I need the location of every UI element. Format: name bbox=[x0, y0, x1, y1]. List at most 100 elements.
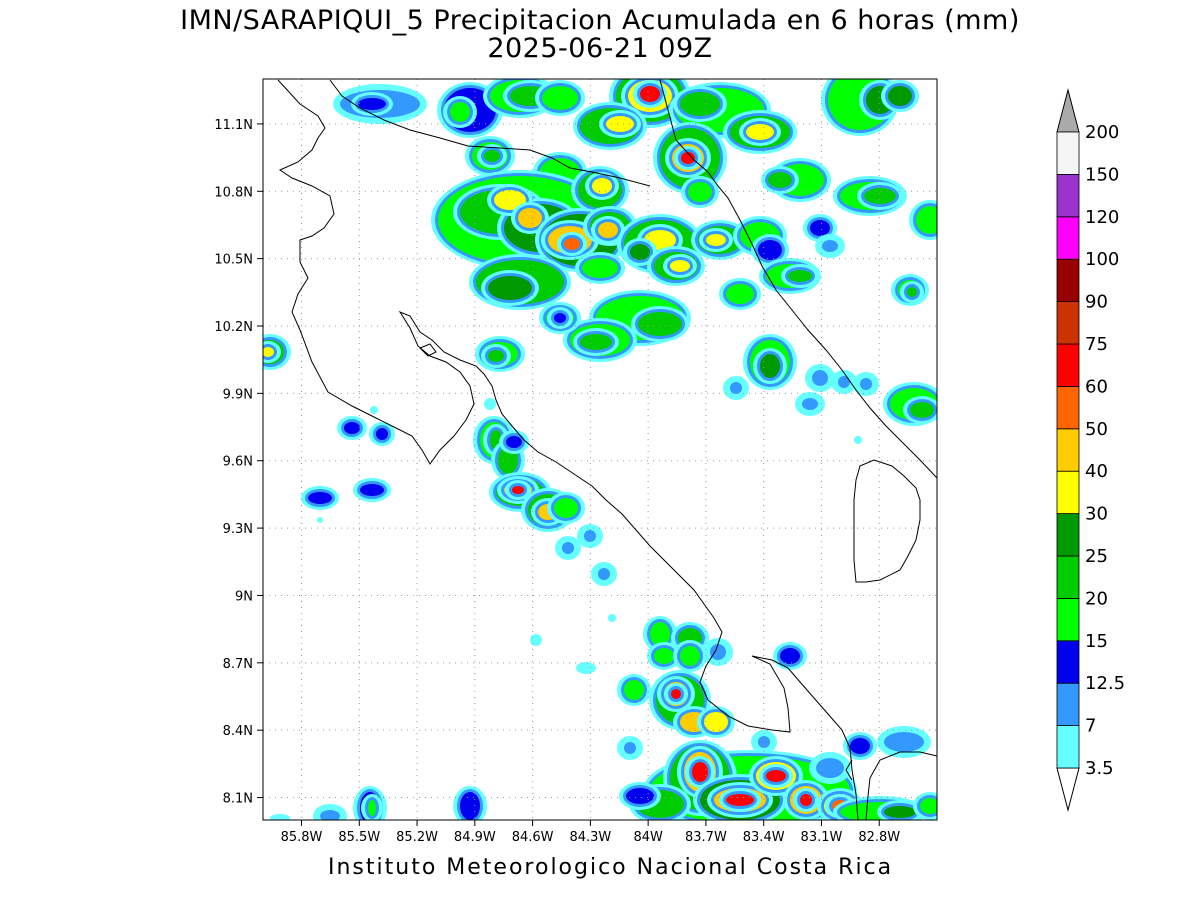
colorbar-swatch bbox=[1056, 216, 1080, 260]
precip-cell bbox=[802, 398, 818, 410]
colorbar-swatch bbox=[1056, 385, 1080, 430]
precip-cell bbox=[822, 240, 838, 252]
coastline bbox=[277, 79, 937, 820]
precip-cell bbox=[692, 762, 708, 782]
lat-tick-label: 10.5N bbox=[214, 253, 253, 268]
precip-cell bbox=[376, 428, 388, 440]
precip-cell bbox=[910, 402, 934, 418]
colorbar-bottom-arrow bbox=[1056, 767, 1080, 812]
lon-tick-label: 85.5W bbox=[338, 830, 380, 845]
precip-cell bbox=[484, 150, 500, 162]
precip-cell bbox=[860, 378, 872, 390]
precip-cell bbox=[680, 92, 720, 116]
precip-cell bbox=[554, 498, 578, 518]
colorbar-swatch bbox=[1056, 555, 1080, 599]
lon-tick-label: 83.4W bbox=[743, 830, 785, 845]
lon-tick-label: 84.3W bbox=[569, 830, 611, 845]
precip-cell bbox=[650, 622, 670, 646]
precip-cell bbox=[624, 742, 636, 754]
precip-cell bbox=[598, 222, 618, 238]
precip-cell bbox=[542, 86, 578, 110]
lat-tick-label: 8.7N bbox=[223, 657, 253, 672]
colorbar-label: 15 bbox=[1085, 631, 1108, 652]
precip-cell bbox=[888, 86, 912, 106]
precip-cell bbox=[788, 270, 812, 282]
precip-cell bbox=[688, 182, 712, 202]
precip-cell bbox=[308, 492, 332, 504]
precip-cell bbox=[460, 792, 480, 820]
map-frame bbox=[262, 78, 938, 821]
colorbar-label: 120 bbox=[1085, 207, 1119, 228]
precip-cell bbox=[554, 313, 566, 323]
map-title: IMN/SARAPIQUI_5 Precipitacion Acumulada … bbox=[180, 5, 1020, 36]
colorbar-label: 90 bbox=[1085, 292, 1108, 313]
lat-tick-label: 9.9N bbox=[223, 387, 253, 402]
lat-tick-label: 8.4N bbox=[223, 724, 253, 739]
latitude-ticks: 11.1N 10.8N 10.5N 10.2N 9.9N 9.6N 9.3N 9N 8.7N 8.… bbox=[214, 118, 263, 807]
precip-cell bbox=[884, 732, 924, 752]
precip-cell bbox=[344, 422, 360, 434]
precip-cell bbox=[746, 124, 774, 140]
lon-tick-label: 85.2W bbox=[396, 830, 438, 845]
precip-cell bbox=[518, 208, 542, 228]
precip-cell bbox=[564, 238, 580, 250]
colorbar-label: 75 bbox=[1085, 334, 1108, 355]
colorbar-swatch bbox=[1056, 428, 1080, 472]
precip-cell bbox=[726, 794, 754, 806]
precip-cell bbox=[800, 794, 812, 806]
precip-cell bbox=[484, 398, 496, 410]
precip-cell bbox=[884, 806, 916, 818]
precip-cell bbox=[920, 798, 937, 814]
precip-cell bbox=[608, 614, 616, 622]
precip-cell bbox=[580, 334, 612, 350]
colorbar-swatch bbox=[1056, 470, 1080, 515]
precip-cell bbox=[317, 517, 323, 523]
precip-cell bbox=[681, 152, 695, 164]
precip-cell bbox=[488, 276, 532, 300]
precip-cell bbox=[562, 542, 574, 554]
precip-cell bbox=[368, 800, 376, 816]
precip-cell bbox=[320, 810, 340, 820]
precip-cell bbox=[630, 244, 650, 260]
precip-cell bbox=[450, 102, 470, 122]
lon-tick-label: 84.9W bbox=[454, 830, 496, 845]
colorbar-swatch bbox=[1056, 258, 1080, 303]
precip-cell bbox=[638, 312, 682, 336]
lat-tick-label: 11.1N bbox=[214, 118, 253, 133]
lon-tick-label: 83.7W bbox=[685, 830, 727, 845]
precip-cell bbox=[816, 758, 844, 778]
colorbar-swatch bbox=[1056, 173, 1080, 218]
precip-cell bbox=[270, 814, 290, 820]
colorbar-label: 7 bbox=[1085, 716, 1096, 737]
colorbar-label: 3.5 bbox=[1085, 758, 1114, 779]
lon-tick-label: 83.1W bbox=[801, 830, 843, 845]
precip-cell bbox=[624, 680, 644, 700]
precip-cell bbox=[530, 634, 542, 646]
colorbar-swatch bbox=[1056, 343, 1080, 387]
grid-lines bbox=[263, 79, 937, 820]
precip-cell bbox=[670, 260, 690, 272]
precip-cell bbox=[640, 86, 660, 102]
colorbar-label: 30 bbox=[1085, 504, 1108, 525]
precip-cell bbox=[598, 568, 610, 580]
precip-cell bbox=[360, 484, 384, 496]
colorbar-label: 25 bbox=[1085, 546, 1108, 567]
precip-cell bbox=[654, 648, 674, 664]
precip-cell bbox=[592, 178, 612, 194]
colorbar-label: 40 bbox=[1085, 461, 1108, 482]
precip-cell bbox=[263, 347, 274, 357]
lat-tick-label: 9N bbox=[235, 589, 253, 604]
colorbar-label: 150 bbox=[1085, 164, 1119, 185]
precip-cell bbox=[850, 738, 870, 754]
lon-tick-label: 84.6W bbox=[512, 830, 554, 845]
precip-cell bbox=[358, 98, 386, 110]
precip-cell bbox=[768, 172, 792, 188]
precip-cell bbox=[704, 712, 728, 732]
precip-cell bbox=[812, 370, 828, 386]
precip-cell bbox=[916, 206, 937, 234]
colorbar-swatch bbox=[1056, 513, 1080, 557]
precip-cell bbox=[810, 220, 830, 236]
lat-tick-label: 8.1N bbox=[223, 792, 253, 807]
colorbar-label: 20 bbox=[1085, 588, 1108, 609]
